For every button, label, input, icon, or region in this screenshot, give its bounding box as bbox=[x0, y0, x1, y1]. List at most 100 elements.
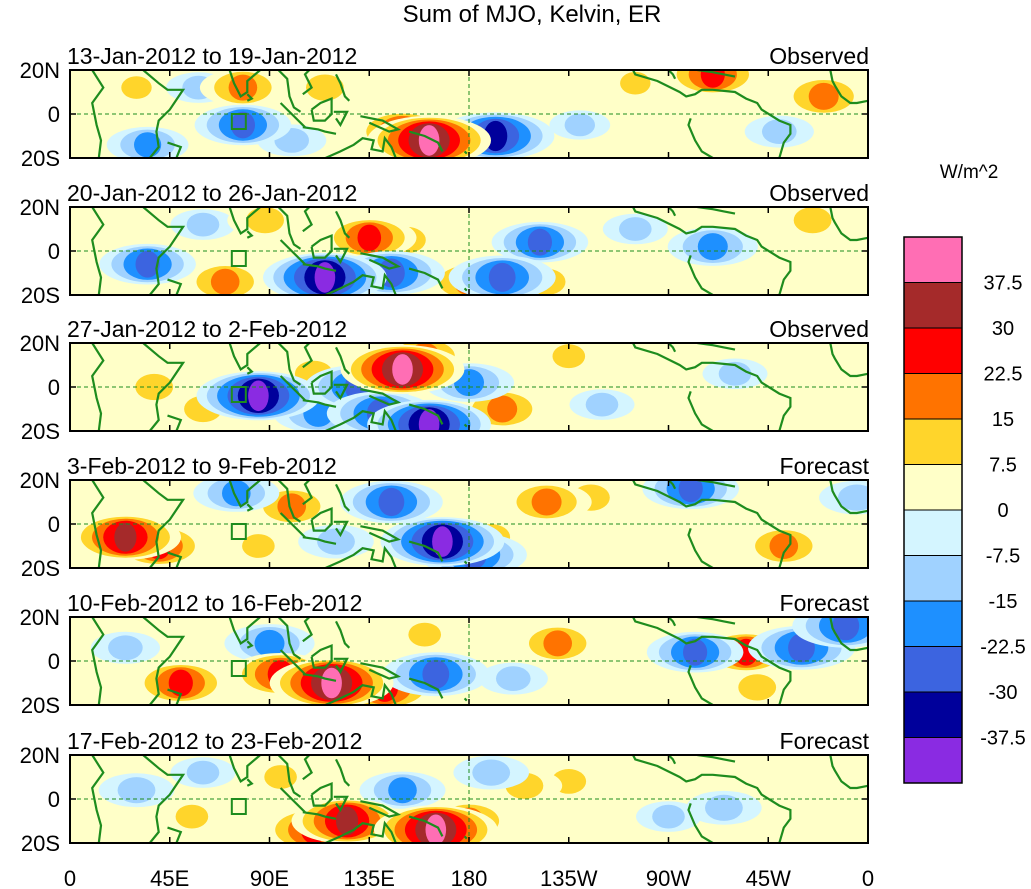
colorbar-swatch bbox=[903, 555, 963, 602]
coastline bbox=[322, 820, 397, 843]
y-tick-label: 0 bbox=[48, 375, 60, 400]
coastline bbox=[360, 800, 402, 818]
anomaly-contour bbox=[357, 224, 382, 251]
anomaly-contour bbox=[793, 207, 832, 234]
anomaly-contour bbox=[230, 111, 255, 139]
coastline bbox=[167, 141, 183, 158]
coastline bbox=[277, 207, 302, 250]
coastline bbox=[142, 617, 186, 705]
y-tick-label: 20N bbox=[20, 468, 60, 493]
coastline bbox=[335, 483, 351, 512]
coastline bbox=[333, 247, 349, 265]
colorbar-label: 0 bbox=[997, 500, 1008, 522]
y-tick-label: 20S bbox=[21, 831, 60, 856]
chart-title: Sum of MJO, Kelvin, ER bbox=[403, 1, 662, 28]
y-tick-label: 0 bbox=[48, 787, 60, 812]
coastline bbox=[333, 383, 349, 401]
coastline bbox=[687, 118, 714, 158]
coastline bbox=[463, 287, 468, 292]
coastline bbox=[279, 102, 306, 128]
panel-field bbox=[70, 755, 868, 843]
x-tick-label: 135E bbox=[344, 866, 395, 889]
coastline bbox=[667, 70, 677, 80]
coastline bbox=[302, 126, 337, 135]
coastline bbox=[335, 73, 351, 102]
panel-5: 20N 0 20S 10-Feb-2012 to 16-Feb-2012 Forecas… bbox=[20, 590, 870, 718]
anomaly-contour bbox=[697, 233, 728, 261]
anomaly-contour bbox=[175, 804, 209, 829]
anomaly-contour bbox=[683, 638, 708, 666]
panel-date-range: 17-Feb-2012 to 23-Feb-2012 bbox=[67, 728, 362, 754]
coastline bbox=[463, 835, 468, 840]
y-tick-label: 20S bbox=[21, 419, 60, 444]
anomaly-contour bbox=[117, 777, 156, 804]
y-tick-label: 20N bbox=[20, 743, 60, 768]
y-tick-label: 0 bbox=[48, 512, 60, 537]
coastline bbox=[463, 697, 468, 702]
anomaly-contour bbox=[585, 392, 619, 417]
anomaly-contour bbox=[336, 806, 359, 836]
coastline bbox=[302, 70, 313, 96]
panel-field bbox=[70, 480, 868, 568]
coastline bbox=[322, 408, 397, 431]
colorbar-swatch bbox=[903, 509, 963, 556]
coastline bbox=[142, 343, 186, 431]
coastline bbox=[246, 230, 254, 239]
colorbar-swatch bbox=[903, 646, 963, 693]
colorbar-swatch bbox=[903, 691, 963, 738]
coastline bbox=[697, 343, 736, 351]
anomaly-contour bbox=[496, 666, 531, 691]
panel-field bbox=[70, 617, 868, 705]
coastline bbox=[632, 70, 792, 158]
coastline bbox=[408, 540, 444, 562]
y-tick-label: 20N bbox=[20, 331, 60, 356]
coastline bbox=[279, 512, 306, 538]
y-tick-label: 20S bbox=[21, 693, 60, 718]
anomaly-contour bbox=[108, 635, 143, 661]
y-tick-label: 20S bbox=[21, 556, 60, 581]
y-tick-label: 20S bbox=[21, 146, 60, 171]
coastline bbox=[697, 70, 736, 78]
coastline bbox=[687, 528, 714, 568]
anomaly-contour bbox=[228, 74, 258, 101]
colorbar-label: 15 bbox=[992, 409, 1014, 431]
coastline bbox=[142, 480, 186, 568]
colorbar-swatch bbox=[903, 737, 963, 784]
coastline bbox=[322, 682, 397, 705]
panel-type-label: Forecast bbox=[780, 728, 870, 754]
anomaly-contour bbox=[306, 74, 344, 101]
anomaly-contour bbox=[718, 361, 752, 386]
anomaly-contour bbox=[248, 380, 269, 412]
coastline bbox=[302, 755, 313, 781]
panel-field bbox=[70, 70, 868, 158]
coastline bbox=[667, 207, 677, 217]
anomaly-contour bbox=[738, 674, 777, 701]
y-tick-label: 0 bbox=[48, 239, 60, 264]
coastline bbox=[335, 210, 351, 239]
coastline bbox=[360, 662, 402, 680]
panel-type-label: Observed bbox=[769, 316, 869, 342]
anomaly-contour bbox=[552, 344, 586, 369]
coastline bbox=[277, 343, 302, 386]
x-tick-label: 45W bbox=[746, 866, 791, 889]
anomaly-contour bbox=[472, 759, 511, 786]
coastline bbox=[142, 70, 186, 158]
anomaly-contour bbox=[488, 262, 516, 292]
colorbar-swatch bbox=[903, 373, 963, 420]
coastline bbox=[687, 255, 714, 295]
anomaly-contour bbox=[487, 395, 518, 423]
coastline bbox=[302, 673, 337, 682]
coastline bbox=[246, 93, 254, 102]
panel-date-range: 20-Jan-2012 to 26-Jan-2012 bbox=[67, 180, 357, 206]
coastline bbox=[408, 267, 444, 289]
coastline bbox=[360, 252, 402, 270]
coastline bbox=[687, 391, 714, 431]
coastline bbox=[227, 617, 263, 646]
coastline bbox=[302, 399, 337, 408]
coastline bbox=[697, 617, 736, 625]
panel-3: 20N 0 20S 27-Jan-2012 to 2-Feb-2012 Observed bbox=[20, 316, 869, 444]
x-tick-label: 90W bbox=[646, 866, 691, 889]
coastline bbox=[277, 617, 302, 660]
x-tick-label: 180 bbox=[451, 866, 488, 889]
coastline bbox=[333, 520, 349, 538]
